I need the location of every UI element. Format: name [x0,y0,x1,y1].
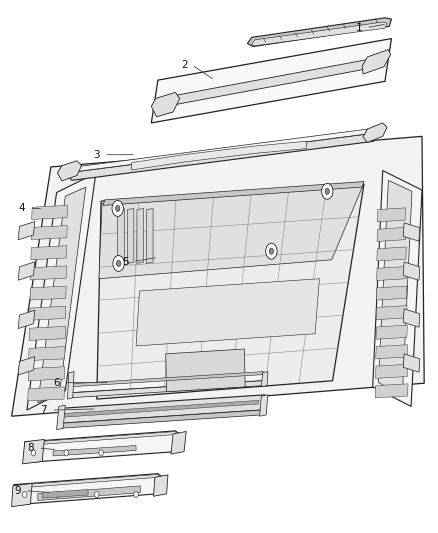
Circle shape [95,491,99,497]
Polygon shape [137,208,144,263]
Polygon shape [25,432,176,446]
Polygon shape [378,180,412,395]
Circle shape [325,188,329,195]
Polygon shape [22,439,44,464]
Polygon shape [103,182,364,205]
Polygon shape [136,279,319,346]
Text: 8: 8 [27,443,34,453]
Circle shape [99,450,103,456]
Polygon shape [127,208,134,263]
Polygon shape [28,367,65,381]
Text: 3: 3 [93,150,100,160]
Polygon shape [32,205,67,220]
Polygon shape [363,123,387,142]
Polygon shape [31,225,67,240]
Polygon shape [375,364,408,378]
Polygon shape [373,171,422,407]
Polygon shape [151,92,180,117]
Polygon shape [162,59,372,107]
Polygon shape [376,345,407,359]
Polygon shape [403,262,420,280]
Text: 7: 7 [40,405,47,415]
Polygon shape [118,208,124,263]
Polygon shape [252,22,387,46]
Polygon shape [12,136,424,416]
Polygon shape [403,354,420,372]
Polygon shape [375,384,408,398]
Circle shape [22,491,27,497]
Polygon shape [247,18,392,46]
Polygon shape [99,185,363,279]
Circle shape [117,261,121,266]
Polygon shape [57,410,261,429]
Polygon shape [57,395,265,424]
Polygon shape [171,432,186,454]
Polygon shape [67,372,74,399]
Polygon shape [18,310,35,328]
Polygon shape [261,372,268,387]
Circle shape [269,248,274,254]
Text: 9: 9 [14,486,21,496]
Polygon shape [376,305,407,320]
Polygon shape [12,483,32,507]
Polygon shape [14,474,164,505]
Circle shape [116,205,120,212]
Polygon shape [362,50,391,74]
Polygon shape [25,431,182,463]
Circle shape [321,183,333,199]
Polygon shape [260,395,268,416]
Polygon shape [18,262,35,280]
Polygon shape [31,246,67,260]
Text: 1: 1 [355,22,362,33]
Circle shape [64,450,68,456]
Polygon shape [65,129,368,173]
Text: 4: 4 [18,204,25,213]
Polygon shape [18,357,35,375]
Polygon shape [57,161,81,181]
Polygon shape [42,489,88,498]
Polygon shape [38,187,86,403]
Polygon shape [18,222,35,240]
Polygon shape [60,400,259,417]
Polygon shape [57,405,65,430]
Polygon shape [27,173,96,410]
Polygon shape [68,374,265,393]
Polygon shape [153,475,168,496]
Polygon shape [38,486,141,500]
Polygon shape [166,349,245,392]
Polygon shape [377,208,406,222]
Polygon shape [377,247,406,261]
Polygon shape [14,474,159,488]
Polygon shape [28,346,65,361]
Polygon shape [28,387,64,401]
Polygon shape [403,223,420,241]
Polygon shape [30,286,66,300]
Circle shape [31,450,35,456]
Text: 5: 5 [122,256,128,266]
Text: 2: 2 [181,60,187,70]
Polygon shape [68,381,263,398]
Polygon shape [65,134,374,180]
Circle shape [112,200,124,216]
Polygon shape [151,38,392,123]
Polygon shape [162,96,170,109]
Circle shape [266,243,277,259]
Circle shape [134,491,138,497]
Polygon shape [377,228,406,241]
Circle shape [113,255,124,271]
Text: 6: 6 [53,377,60,387]
Polygon shape [376,325,407,339]
Polygon shape [132,141,306,170]
Polygon shape [69,372,264,387]
Polygon shape [403,309,420,327]
Polygon shape [376,286,407,300]
Polygon shape [53,446,136,456]
Polygon shape [97,184,364,399]
Polygon shape [29,326,66,341]
Polygon shape [377,266,406,280]
Polygon shape [147,208,153,263]
Circle shape [55,491,60,497]
Polygon shape [30,266,67,280]
Polygon shape [29,306,66,320]
